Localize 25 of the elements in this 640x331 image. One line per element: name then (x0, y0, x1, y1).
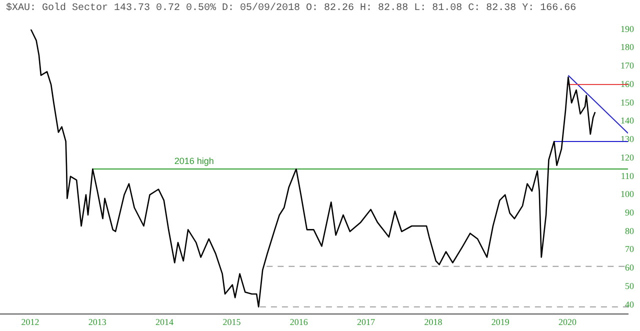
y-tick-label: 110 (620, 170, 634, 181)
x-tick-label: 2019 (491, 316, 510, 327)
y-tick-label: 100 (620, 189, 634, 200)
x-tick-label: 2020 (558, 316, 578, 327)
annotation: 2016 high (174, 156, 214, 166)
y-tick-label: 70 (625, 244, 634, 254)
x-tick-label: 2018 (424, 316, 443, 327)
y-tick-label: 140 (620, 116, 634, 126)
x-tick-label: 2017 (357, 316, 376, 327)
x-tick-label: 2015 (222, 316, 242, 327)
chart-title: $XAU: Gold Sector 143.73 0.72 0.50% D: 05/09/2018 O: 82.26 H: 82.88 L: 81.08 C: 82.38 Y: 166.66 (5, 2, 578, 16)
y-tick-label: 90 (625, 208, 634, 218)
x-tick-label: 2016 (290, 316, 308, 327)
y-tick-label: 180 (620, 42, 634, 52)
y-tick-label: 120 (620, 152, 634, 162)
x-tick-label: 2012 (21, 316, 40, 327)
y-tick-label: 60 (625, 262, 634, 273)
y-tick-label: 170 (620, 60, 634, 71)
y-tick-label: 190 (620, 24, 634, 34)
y-tick-label: 150 (620, 97, 634, 108)
x-tick-label: 2013 (88, 316, 107, 327)
y-tick-label: 80 (625, 226, 634, 236)
x-tick-label: 2014 (156, 316, 174, 327)
y-tick-label: 40 (625, 299, 634, 310)
y-tick-label: 50 (625, 281, 634, 291)
